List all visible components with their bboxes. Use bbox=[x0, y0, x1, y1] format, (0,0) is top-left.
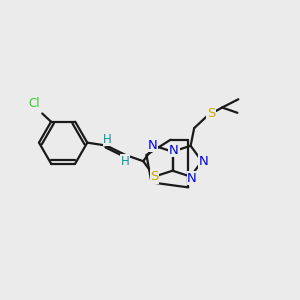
Text: N: N bbox=[148, 139, 158, 152]
Text: H: H bbox=[103, 133, 112, 146]
Text: N: N bbox=[187, 172, 197, 184]
Text: N: N bbox=[198, 155, 208, 168]
Text: N: N bbox=[169, 144, 179, 157]
Text: Cl: Cl bbox=[28, 97, 40, 110]
Text: H: H bbox=[121, 155, 129, 168]
Text: S: S bbox=[207, 107, 215, 120]
Text: S: S bbox=[150, 170, 159, 183]
